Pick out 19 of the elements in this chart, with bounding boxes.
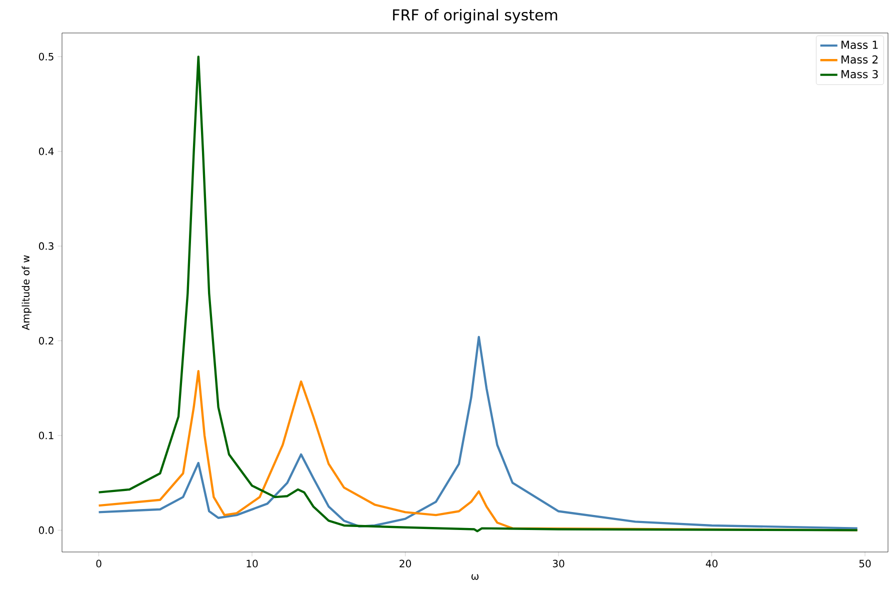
y-axis-title: Amplitude of w: [22, 255, 32, 330]
y-tick-label: 0.3: [38, 242, 54, 250]
y-tick-label: 0.1: [38, 432, 54, 440]
legend-label: Mass 2: [842, 55, 878, 64]
legend-label: Mass 1: [842, 40, 878, 49]
x-tick-label: 40: [706, 560, 718, 568]
x-tick-label: 10: [246, 560, 258, 568]
x-tick-label: 0: [96, 560, 102, 568]
x-axis-title: ω: [471, 574, 479, 580]
y-tick-label: 0.2: [38, 336, 54, 345]
y-tick-label: 0.5: [38, 52, 54, 60]
y-tick-label: 0.4: [38, 148, 54, 156]
line-series: [98, 336, 858, 530]
x-tick-label: 20: [400, 560, 411, 568]
x-tick-label: 50: [859, 560, 871, 568]
x-tick-label: 30: [552, 560, 564, 568]
chart-title: FRF of original system: [393, 8, 558, 24]
y-tick-label: 0.0: [38, 526, 54, 534]
legend-label: Mass 3: [842, 70, 878, 78]
